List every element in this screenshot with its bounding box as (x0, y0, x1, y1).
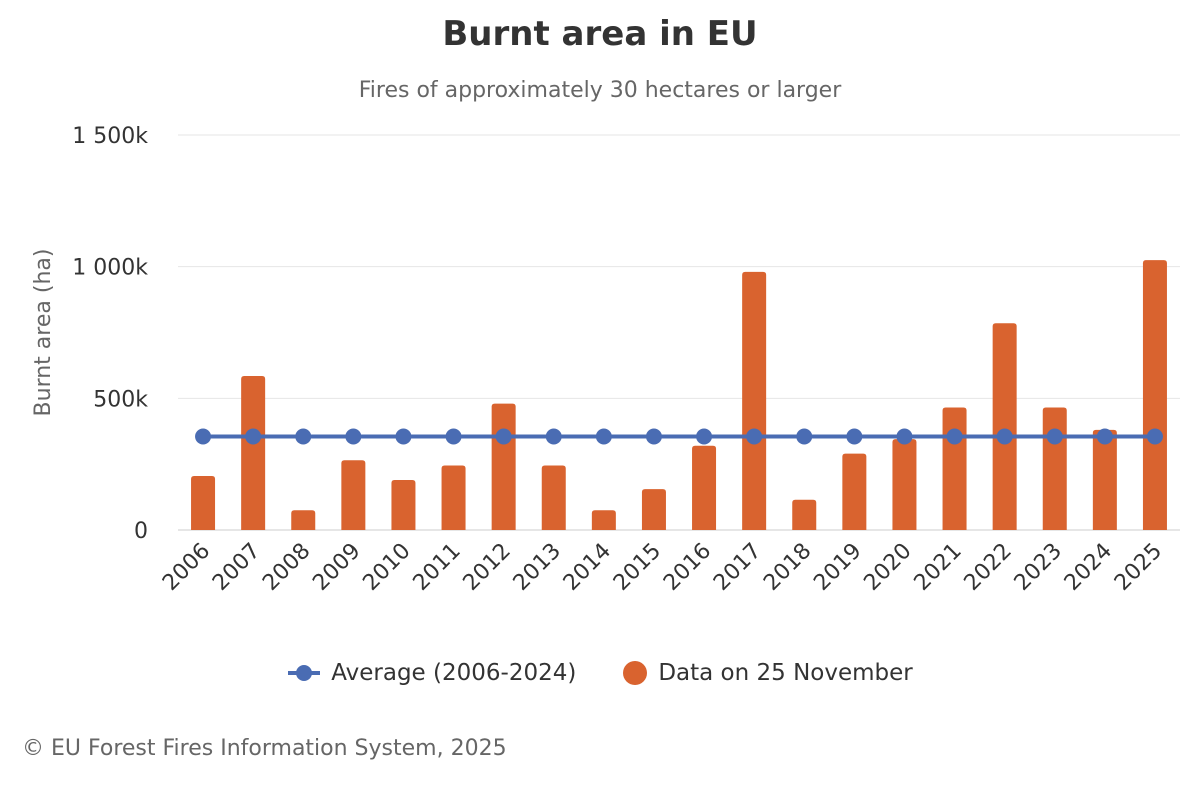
x-tick-label: 2021 (910, 539, 967, 596)
x-tick-label: 2006 (158, 539, 215, 596)
x-tick-label: 2014 (559, 539, 616, 596)
y-axis-label: Burnt area (ha) (31, 249, 56, 417)
y-tick-label: 1 000k (72, 256, 148, 281)
y-tick-label: 500k (93, 387, 148, 412)
average-point (595, 428, 612, 445)
average-point (445, 428, 462, 445)
y-tick-label: 1 500k (72, 124, 148, 149)
x-tick-label: 2013 (509, 539, 566, 596)
average-point (295, 428, 312, 445)
average-point (495, 428, 512, 445)
bar (391, 479, 416, 530)
average-point (645, 428, 662, 445)
bar (491, 403, 516, 530)
bar (241, 375, 266, 530)
average-point (996, 428, 1013, 445)
legend-item-data[interactable]: Data on 25 November (622, 660, 913, 686)
bar (591, 510, 616, 530)
average-point (946, 428, 963, 445)
x-tick-label: 2007 (208, 539, 265, 596)
x-tick-label: 2008 (258, 539, 315, 596)
x-tick-label: 2011 (409, 539, 466, 596)
x-tick-label: 2015 (609, 539, 666, 596)
bar (1092, 429, 1117, 530)
bar (992, 323, 1017, 530)
legend-item-average[interactable]: Average (2006-2024) (287, 660, 576, 686)
average-point (195, 428, 212, 445)
legend-data-symbol (623, 661, 648, 685)
x-tick-label: 2017 (709, 539, 766, 596)
x-tick-label: 2024 (1060, 539, 1117, 596)
bar (541, 465, 566, 530)
bar (792, 499, 817, 530)
legend-label-data: Data on 25 November (658, 660, 913, 686)
bar (692, 445, 717, 530)
bar (842, 453, 867, 530)
x-tick-label: 2023 (1010, 539, 1067, 596)
legend-label-average: Average (2006-2024) (331, 660, 577, 686)
average-point (746, 428, 763, 445)
average-point (545, 428, 562, 445)
x-tick-label: 2022 (960, 539, 1017, 596)
y-tick-label: 0 (134, 519, 148, 544)
bar (191, 476, 216, 530)
average-point (395, 428, 412, 445)
bar (291, 510, 316, 530)
bar (1142, 260, 1167, 530)
chart-subtitle: Fires of approximately 30 hectares or la… (358, 78, 842, 103)
bar (641, 489, 666, 530)
average-point (1146, 428, 1163, 445)
average-point (896, 428, 913, 445)
average-point (1046, 428, 1063, 445)
credits: © EU Forest Fires Information System, 20… (22, 736, 507, 761)
bar (341, 460, 366, 530)
bar (1042, 407, 1067, 530)
x-tick-label: 2009 (308, 539, 365, 596)
bar (441, 465, 466, 530)
average-point (345, 428, 362, 445)
chart-title: Burnt area in EU (442, 14, 758, 54)
x-tick-label: 2020 (859, 539, 916, 596)
average-point (696, 428, 713, 445)
bar (742, 271, 767, 530)
legend: Average (2006-2024) Data on 25 November (0, 660, 1200, 686)
legend-average-symbol (288, 665, 321, 681)
x-tick-label: 2018 (759, 539, 816, 596)
average-point (796, 428, 813, 445)
bar (892, 439, 917, 530)
average-point (1096, 428, 1113, 445)
x-tick-label: 2019 (809, 539, 866, 596)
average-point (846, 428, 863, 445)
x-tick-label: 2010 (358, 539, 415, 596)
x-tick-label: 2016 (659, 539, 716, 596)
average-point (245, 428, 262, 445)
bar (942, 407, 967, 530)
x-tick-label: 2025 (1110, 539, 1167, 596)
x-tick-label: 2012 (459, 539, 516, 596)
